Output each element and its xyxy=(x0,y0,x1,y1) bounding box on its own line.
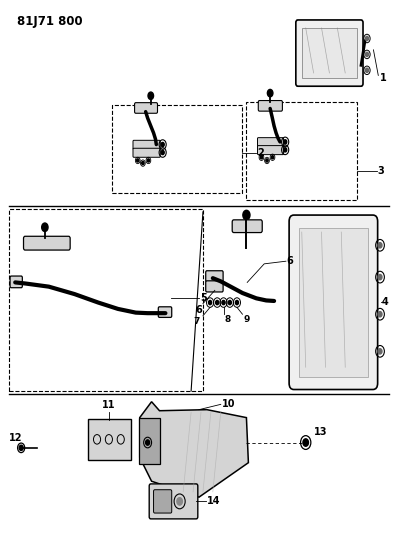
Text: 12: 12 xyxy=(8,433,22,442)
Circle shape xyxy=(137,159,139,162)
Text: 10: 10 xyxy=(222,399,235,409)
Text: 81J71 800: 81J71 800 xyxy=(17,14,83,28)
Circle shape xyxy=(365,52,369,56)
Circle shape xyxy=(284,140,287,144)
Circle shape xyxy=(177,498,182,505)
FancyBboxPatch shape xyxy=(206,281,223,292)
Circle shape xyxy=(266,159,268,162)
Circle shape xyxy=(147,159,150,162)
FancyBboxPatch shape xyxy=(149,484,198,519)
FancyBboxPatch shape xyxy=(23,236,70,250)
FancyBboxPatch shape xyxy=(158,307,172,317)
Circle shape xyxy=(267,90,273,97)
FancyBboxPatch shape xyxy=(302,28,357,78)
Circle shape xyxy=(378,312,382,317)
FancyBboxPatch shape xyxy=(258,101,283,111)
Circle shape xyxy=(378,243,382,248)
Circle shape xyxy=(19,445,23,450)
FancyBboxPatch shape xyxy=(258,146,284,155)
FancyBboxPatch shape xyxy=(289,215,378,390)
Circle shape xyxy=(243,211,250,220)
Text: 6: 6 xyxy=(196,305,202,314)
Text: 6: 6 xyxy=(287,256,293,266)
Circle shape xyxy=(148,92,154,100)
Circle shape xyxy=(365,68,369,72)
Circle shape xyxy=(161,142,164,147)
FancyBboxPatch shape xyxy=(258,138,284,147)
Polygon shape xyxy=(140,402,248,497)
Text: 8: 8 xyxy=(224,316,230,324)
FancyBboxPatch shape xyxy=(206,271,223,282)
Circle shape xyxy=(146,440,150,445)
Text: 9: 9 xyxy=(243,316,250,324)
FancyBboxPatch shape xyxy=(298,228,368,377)
FancyBboxPatch shape xyxy=(296,20,363,86)
Circle shape xyxy=(161,150,164,155)
Circle shape xyxy=(228,301,231,305)
Circle shape xyxy=(216,301,219,305)
FancyBboxPatch shape xyxy=(232,220,262,232)
Text: 14: 14 xyxy=(207,496,221,506)
FancyBboxPatch shape xyxy=(154,490,172,513)
Circle shape xyxy=(378,349,382,354)
Circle shape xyxy=(378,274,382,280)
Circle shape xyxy=(42,223,48,231)
Text: 4: 4 xyxy=(382,297,388,308)
FancyBboxPatch shape xyxy=(139,418,160,464)
Circle shape xyxy=(365,36,369,41)
Circle shape xyxy=(142,161,144,165)
Circle shape xyxy=(260,156,263,159)
Circle shape xyxy=(222,301,225,305)
Text: 5: 5 xyxy=(200,293,207,303)
Text: 11: 11 xyxy=(102,400,116,410)
Circle shape xyxy=(303,439,308,446)
Circle shape xyxy=(209,301,212,305)
Text: 13: 13 xyxy=(314,427,327,437)
Circle shape xyxy=(271,156,274,159)
Circle shape xyxy=(284,148,287,152)
FancyBboxPatch shape xyxy=(133,148,160,157)
FancyBboxPatch shape xyxy=(88,419,131,459)
Circle shape xyxy=(235,301,238,305)
FancyBboxPatch shape xyxy=(133,140,160,149)
Text: 1: 1 xyxy=(380,73,386,83)
FancyBboxPatch shape xyxy=(10,276,22,288)
Text: 2: 2 xyxy=(257,148,264,158)
Text: 7: 7 xyxy=(193,317,200,326)
FancyBboxPatch shape xyxy=(135,103,158,114)
Text: 3: 3 xyxy=(378,166,384,176)
